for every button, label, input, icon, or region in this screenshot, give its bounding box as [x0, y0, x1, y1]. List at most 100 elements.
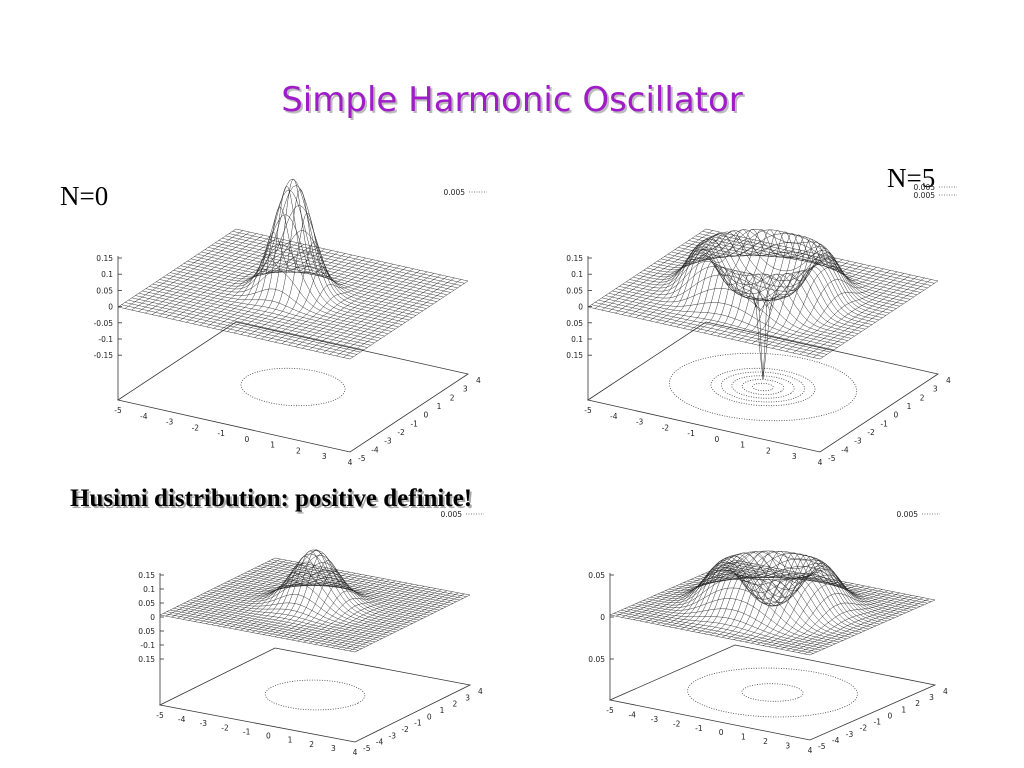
y-tick-label: -5 — [363, 744, 371, 753]
y-tick-label: 0 — [894, 411, 899, 420]
mesh-line — [320, 588, 436, 646]
mesh-line — [187, 230, 420, 314]
y-tick-label: 2 — [915, 699, 920, 708]
mesh-line — [622, 261, 855, 337]
mesh-line — [247, 212, 366, 337]
x-tick-label: -5 — [606, 706, 614, 715]
mesh-line — [683, 552, 884, 623]
mesh-line — [176, 178, 410, 321]
mesh-line — [203, 583, 400, 631]
base-plane — [586, 321, 940, 453]
mesh-line — [676, 555, 877, 627]
y-tick-label: -5 — [828, 454, 836, 463]
y-tick-label: -2 — [401, 725, 409, 734]
mesh-line — [274, 557, 471, 596]
x-tick-label: 2 — [296, 446, 301, 455]
y-tick-label: 4 — [946, 376, 951, 385]
x-tick-label: 0 — [244, 435, 249, 444]
x-tick-label: 4 — [348, 458, 353, 467]
mesh-line — [315, 273, 435, 352]
z-tick-label: 0.05 — [138, 627, 155, 636]
y-tick-label: -3 — [389, 731, 397, 740]
title-shadow: Simple Harmonic Oscillator — [283, 82, 745, 122]
mesh-line — [624, 608, 825, 649]
y-tick-label: 2 — [452, 700, 457, 709]
mesh-line — [813, 279, 932, 358]
mesh-line — [642, 238, 761, 320]
mesh-line — [217, 549, 413, 624]
mesh-line — [657, 233, 890, 314]
y-tick-label: -1 — [880, 419, 888, 428]
mesh-line — [232, 231, 465, 284]
mesh-line — [258, 566, 454, 604]
y-tick-label: -4 — [376, 738, 384, 747]
mesh-line — [619, 266, 852, 339]
mesh-line — [727, 562, 928, 604]
mesh-line — [254, 567, 450, 606]
y-tick-label: -3 — [384, 437, 392, 446]
x-tick-label: -1 — [243, 727, 251, 736]
z-tick-label: 0.05 — [566, 286, 583, 295]
mesh-line — [601, 297, 834, 351]
y-tick-label: -2 — [397, 428, 405, 437]
x-tick-label: 0 — [714, 435, 719, 444]
mesh-line — [785, 273, 905, 352]
mesh-line — [694, 550, 895, 619]
mesh-line — [288, 267, 407, 346]
legend-label: 0.005 — [441, 510, 463, 519]
mesh-line — [208, 247, 441, 300]
mesh-line — [261, 260, 380, 340]
z-tick-label: 0 — [150, 613, 155, 622]
z-tick-label: 0.1 — [101, 270, 113, 279]
mesh-line — [617, 611, 818, 653]
mesh-line — [204, 249, 437, 302]
x-tick-label: 2 — [309, 740, 314, 749]
contour — [731, 375, 795, 399]
mesh-line — [349, 280, 469, 360]
mesh-line — [762, 583, 888, 646]
z-tick-label: 0 — [600, 613, 605, 622]
mesh-line — [758, 257, 877, 346]
y-tick-label: 1 — [440, 706, 445, 715]
x-tick-label: -4 — [610, 412, 618, 421]
x-tick-label: -3 — [166, 418, 174, 427]
x-tick-label: -2 — [221, 723, 229, 732]
mesh-line — [672, 556, 873, 628]
x-tick-label: 3 — [331, 744, 336, 753]
mesh-line — [222, 237, 455, 291]
mesh-line — [224, 555, 420, 621]
mesh-line — [263, 552, 379, 635]
x-tick-label: 2 — [763, 737, 768, 746]
x-tick-label: -3 — [200, 719, 208, 728]
y-tick-label: -2 — [860, 724, 868, 733]
mesh-line — [230, 570, 427, 618]
mesh-line — [626, 256, 859, 335]
y-tick-label: 3 — [929, 693, 934, 702]
mesh-line — [280, 580, 396, 639]
mesh-line — [715, 554, 841, 637]
n5-label: N=5 — [887, 163, 935, 193]
x-tick-label: -2 — [673, 719, 681, 728]
y-tick-label: 0 — [887, 711, 892, 720]
y-tick-label: -1 — [874, 718, 882, 727]
z-tick-label: -0.05 — [94, 319, 114, 328]
z-tick-label: -0.15 — [94, 351, 114, 360]
mesh-line — [798, 597, 924, 653]
x-tick-label: -2 — [192, 423, 200, 432]
x-tick-label: -4 — [628, 710, 636, 719]
mesh-line — [322, 274, 441, 354]
z-tick-label: 0.15 — [566, 351, 583, 360]
x-tick-label: 1 — [270, 441, 275, 450]
mesh-line — [336, 277, 455, 357]
mesh-line — [695, 235, 928, 289]
z-tick-label: 0.15 — [138, 655, 155, 664]
base-plane — [158, 647, 472, 743]
y-tick-label: 3 — [465, 693, 470, 702]
x-tick-label: 0 — [266, 732, 271, 741]
mesh-line — [609, 614, 811, 656]
mesh-line — [215, 242, 448, 296]
y-tick-label: -5 — [358, 454, 366, 463]
x-tick-label: -3 — [636, 418, 644, 427]
z-tick-label: -0.1 — [140, 641, 155, 650]
base-plane — [608, 644, 937, 741]
